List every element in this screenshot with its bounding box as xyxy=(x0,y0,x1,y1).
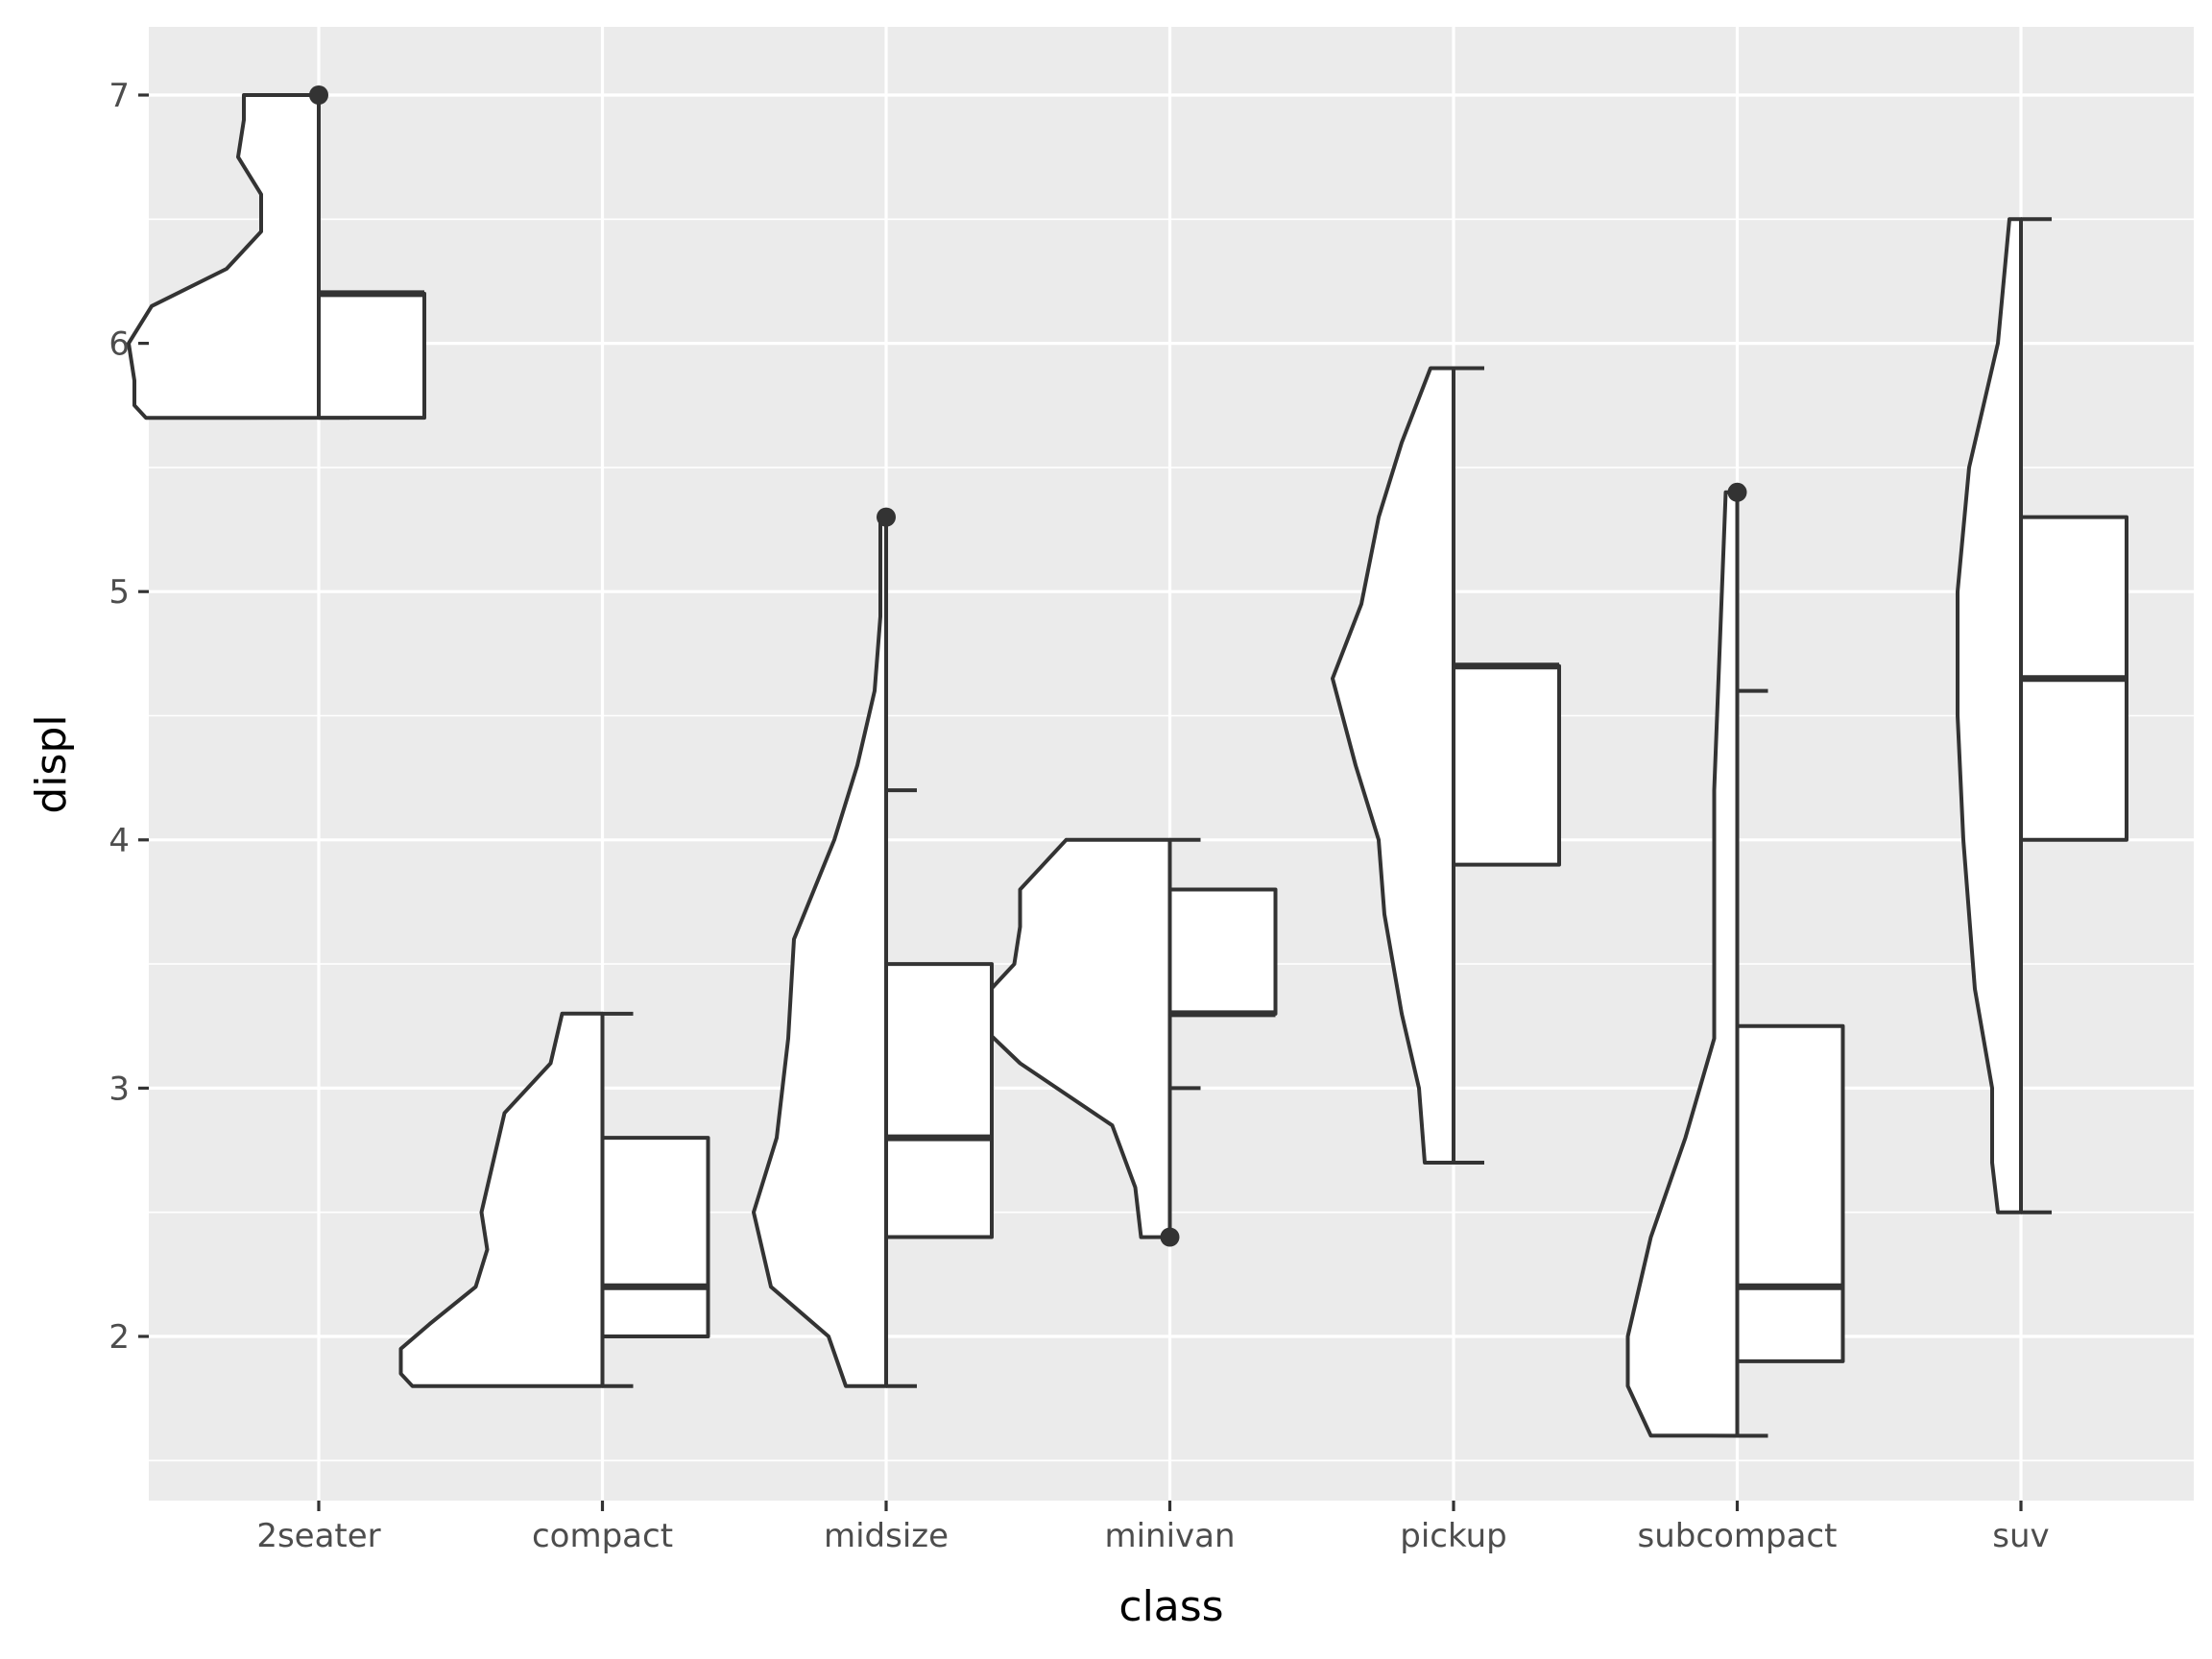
half-violin-subcompact xyxy=(1625,490,1740,1438)
x-tick-label: midsize xyxy=(824,1517,949,1555)
x-tick-label: pickup xyxy=(1400,1517,1507,1555)
axes: 2 3 4 5 6 7 2seater compact midsize minivan pickup… xyxy=(108,77,2049,1555)
y-tick-label: 4 xyxy=(108,822,130,860)
x-tick-label: subcompact xyxy=(1638,1517,1838,1555)
y-tick-label: 7 xyxy=(108,77,130,115)
x-axis-title: class xyxy=(1118,1582,1223,1631)
y-tick-label: 2 xyxy=(108,1318,130,1357)
half-violin-2seater xyxy=(127,93,321,421)
outlier-point xyxy=(1160,1227,1180,1247)
chart-marks xyxy=(127,85,2128,1438)
x-tick-label: compact xyxy=(532,1517,673,1555)
half-violin-midsize xyxy=(752,515,888,1388)
x-tick-label: suv xyxy=(1992,1517,2049,1555)
half-violin-pickup xyxy=(1331,366,1455,1165)
half-violin-suv xyxy=(1956,217,2023,1214)
outlier-point xyxy=(309,85,328,105)
half-violin-compact xyxy=(398,1011,605,1388)
half-violin-minivan xyxy=(966,837,1172,1239)
y-tick-label: 5 xyxy=(108,573,130,612)
box-minivan xyxy=(1167,887,1278,1016)
box-compact xyxy=(600,1136,710,1338)
y-axis-title: displ xyxy=(27,714,76,813)
x-tick-label: 2seater xyxy=(256,1517,380,1555)
box-midsize xyxy=(884,962,994,1239)
box-pickup xyxy=(1452,663,1561,867)
outlier-point xyxy=(1727,482,1747,502)
box-2seater xyxy=(317,291,426,421)
y-tick-label: 6 xyxy=(108,325,130,364)
y-tick-label: 3 xyxy=(108,1070,130,1108)
box-subcompact xyxy=(1735,1023,1845,1363)
x-tick-label: minivan xyxy=(1104,1517,1235,1555)
outlier-point xyxy=(877,507,896,527)
